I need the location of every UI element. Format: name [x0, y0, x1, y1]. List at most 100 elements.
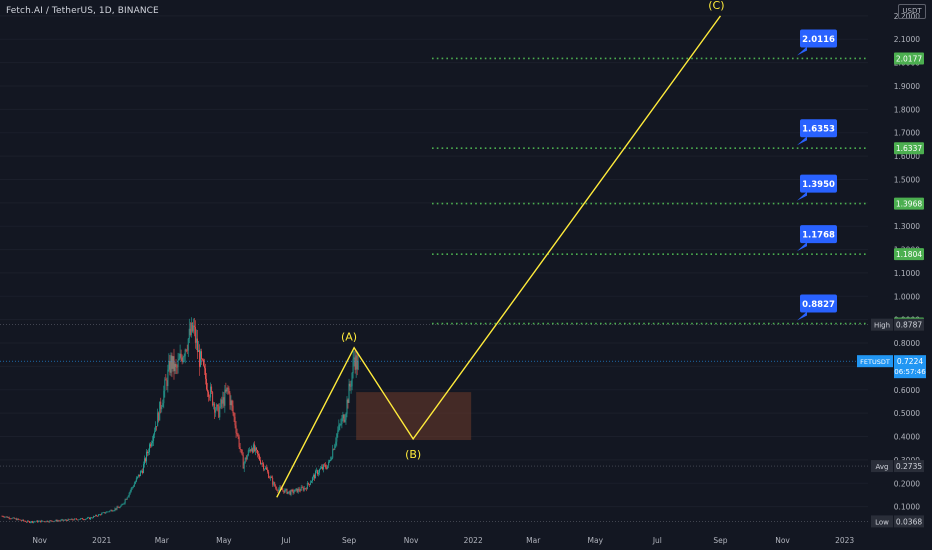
candle-body — [201, 351, 202, 359]
candle-body — [259, 455, 260, 461]
candle-body — [30, 522, 31, 523]
candle-body — [282, 489, 284, 491]
candle-body — [194, 327, 196, 343]
target-callouts: 2.0116 1.6353 1.3950 1.1768 0.8827 — [797, 29, 837, 321]
candle-body — [176, 367, 178, 368]
candle-body — [24, 521, 26, 522]
price-axis[interactable]: 0.10000.20000.30000.40000.50000.60000.70… — [868, 0, 932, 550]
callout-pointer — [797, 46, 807, 56]
candle-body — [284, 489, 286, 493]
candle-body — [37, 520, 39, 523]
candle-body — [170, 355, 172, 373]
candle-body — [333, 449, 335, 450]
price-tick-label: 0.1000 — [894, 503, 920, 512]
callout-value: 1.6353 — [802, 125, 835, 135]
level-price-tag — [894, 142, 924, 155]
candle-body — [191, 322, 193, 332]
candle-body — [332, 449, 334, 458]
candle-body — [328, 461, 330, 466]
candle-body — [202, 358, 203, 360]
candle-body — [9, 518, 11, 520]
candle-body — [301, 487, 303, 488]
candle-body — [165, 379, 167, 381]
candle-body — [154, 431, 156, 435]
wave-label: (A) — [341, 331, 357, 344]
candle-body — [314, 470, 316, 479]
candle-body — [273, 482, 275, 485]
candle-body — [180, 353, 182, 358]
candle-body — [98, 514, 100, 517]
candle-body — [250, 448, 252, 451]
candle-body — [206, 378, 208, 390]
marker-name-tag — [871, 318, 893, 331]
candle-body — [93, 516, 95, 518]
candle-body — [293, 491, 295, 493]
candle-body — [320, 468, 321, 470]
candle-body — [52, 521, 54, 522]
candle-body — [168, 360, 170, 370]
candle-body — [67, 518, 69, 521]
candle-body — [46, 520, 48, 522]
candle-body — [126, 497, 128, 500]
candle-body — [210, 386, 212, 398]
callout-box — [800, 225, 837, 244]
candle-body — [120, 505, 122, 507]
candle-body — [346, 399, 348, 414]
candle-body — [80, 518, 82, 519]
candle-body — [258, 453, 259, 456]
candle-body — [105, 512, 107, 514]
price-tick-label: 1.9000 — [894, 82, 920, 91]
candle-body — [205, 368, 206, 379]
candle-body — [252, 444, 254, 453]
candle-body — [97, 515, 99, 517]
candle-body — [35, 521, 37, 523]
wave-label: (C) — [708, 0, 724, 12]
candle-body — [227, 387, 229, 389]
current-symbol-tag — [857, 355, 893, 368]
candle-body — [133, 483, 135, 487]
candle-body — [183, 356, 185, 358]
candle-body — [278, 489, 280, 492]
candle-body — [139, 471, 141, 477]
candle-body — [230, 400, 232, 406]
candle-body — [255, 447, 257, 450]
currency-button[interactable]: USDT — [898, 4, 926, 19]
marker-name: Low — [875, 518, 889, 526]
candle-body — [265, 467, 267, 469]
callout-box — [800, 29, 837, 48]
candle-body — [247, 450, 249, 456]
candle-body — [310, 481, 312, 483]
candle-body — [229, 393, 231, 406]
candle-body — [3, 516, 5, 518]
price-tick-label: 1.5000 — [894, 175, 920, 184]
candle-body — [207, 389, 209, 392]
time-axis[interactable]: Nov 2021 Mar May Jul Sep Nov 2022 Mar May Jul Sep No… — [0, 532, 932, 550]
candle-body — [135, 478, 137, 482]
callout-value: 1.1768 — [802, 231, 835, 241]
time-tick-label: Nov — [32, 536, 47, 545]
candle-body — [269, 477, 271, 479]
candle-body — [88, 517, 89, 519]
candle-body — [350, 386, 352, 387]
candle-body — [305, 488, 307, 490]
grid — [0, 15, 868, 508]
consolidation-zone — [356, 392, 472, 441]
candle-body — [327, 465, 329, 469]
target-callout: 1.1768 — [797, 225, 837, 252]
candle-body — [28, 520, 29, 522]
candle-body — [112, 510, 114, 512]
candle-body — [86, 518, 87, 520]
candle-body — [178, 358, 180, 361]
candle-body — [343, 414, 345, 422]
candle-body — [182, 357, 184, 363]
candle-body — [13, 517, 15, 519]
candle-body — [298, 488, 300, 491]
candle-body — [241, 449, 243, 456]
candle-body — [87, 517, 88, 519]
marker-name: Avg — [876, 463, 889, 471]
candle-body — [249, 450, 251, 451]
candle-body — [92, 517, 94, 519]
candle-body — [236, 432, 238, 435]
